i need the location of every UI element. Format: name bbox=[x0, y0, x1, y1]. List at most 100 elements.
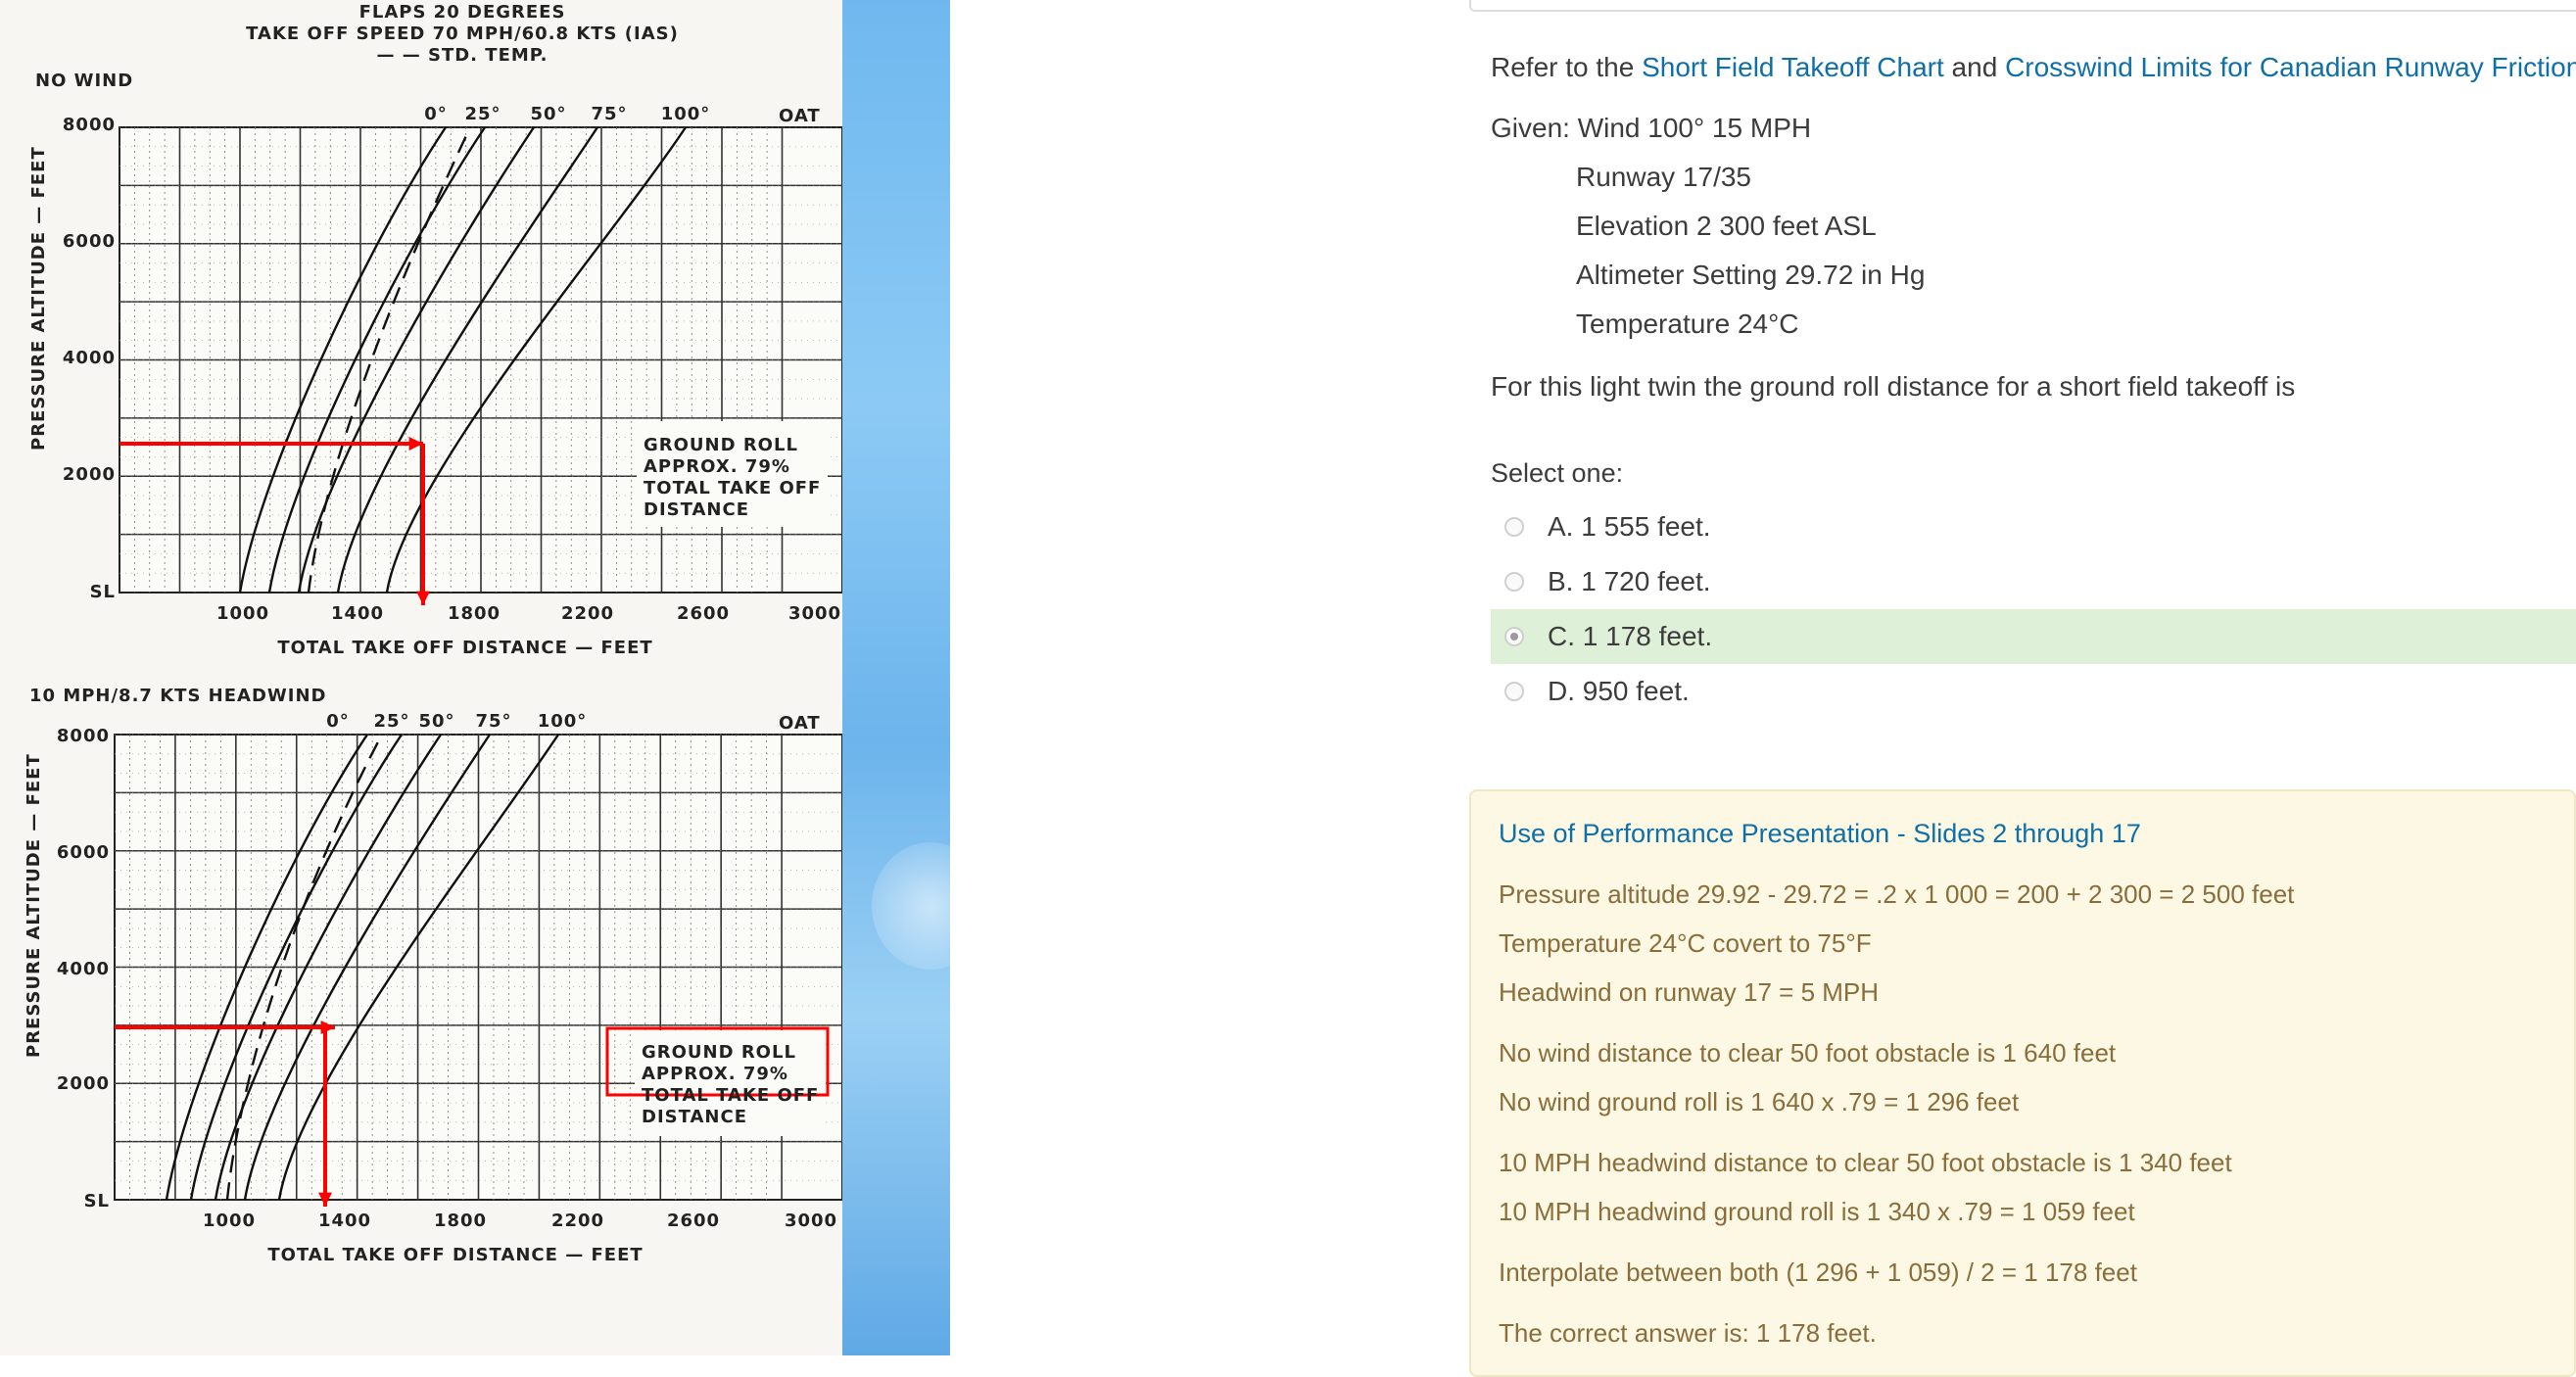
refer-prefix: Refer to the bbox=[1491, 52, 1643, 82]
ground-roll-note: APPROX. 79% bbox=[644, 456, 790, 477]
refer-and: and bbox=[1943, 52, 2006, 82]
bottom-y-axis-label: PRESSURE ALTITUDE — FEET bbox=[24, 753, 44, 1058]
bottom-x-axis-label: TOTAL TAKE OFF DISTANCE — FEET bbox=[267, 1245, 643, 1265]
top-x-axis-label: TOTAL TAKE OFF DISTANCE — FEET bbox=[277, 638, 652, 658]
x-tick-label: 1400 bbox=[331, 603, 384, 624]
ground-roll-note-bg bbox=[637, 421, 828, 527]
ground-roll-note: TOTAL TAKE OFF bbox=[642, 1085, 819, 1106]
x-tick-label: 1800 bbox=[434, 1211, 487, 1231]
x-tick-label: 2200 bbox=[551, 1211, 604, 1231]
oat-tick-label: 50° bbox=[418, 711, 454, 732]
feedback-line: Pressure altitude 29.92 - 29.72 = .2 x 1… bbox=[1499, 879, 2295, 909]
previous-panel-border bbox=[1469, 0, 2576, 12]
red-arrow-head bbox=[318, 1192, 332, 1207]
oat-tick-label: 25° bbox=[464, 104, 501, 124]
quiz-question-panel: Refer to the Short Field Takeoff Chart a… bbox=[1469, 0, 2576, 1377]
given-altimeter: Altimeter Setting 29.72 in Hg bbox=[1576, 260, 1926, 290]
feedback-line: 10 MPH headwind ground roll is 1 340 x .… bbox=[1499, 1197, 2135, 1226]
x-tick-label: 3000 bbox=[788, 603, 841, 624]
oat-label: OAT bbox=[779, 106, 821, 126]
given-wind: Given: Wind 100° 15 MPH bbox=[1491, 113, 1812, 143]
oat-tick-label: 25° bbox=[373, 711, 409, 732]
standard-temperature-line bbox=[225, 734, 384, 1201]
temperature-curve bbox=[189, 734, 403, 1201]
performance-presentation-link[interactable]: Use of Performance Presentation - Slides… bbox=[1499, 819, 2141, 848]
feedback-line: Headwind on runway 17 = 5 MPH bbox=[1499, 977, 1880, 1007]
x-tick-label: 2600 bbox=[667, 1211, 720, 1231]
correct-answer-line: The correct answer is: 1 178 feet. bbox=[1499, 1318, 1877, 1348]
y-tick-label: 4000 bbox=[57, 959, 110, 979]
answer-label-d: D. 950 feet. bbox=[1548, 676, 1690, 706]
red-arrow-head bbox=[416, 591, 430, 605]
feedback-panel: Use of Performance Presentation - Slides… bbox=[1469, 789, 2576, 1377]
crosswind-limits-link[interactable]: Crosswind Limits for Canadian Runway Fri… bbox=[2005, 52, 2576, 82]
feedback-line: No wind ground roll is 1 640 x .79 = 1 2… bbox=[1499, 1087, 2020, 1116]
x-tick-label: 2600 bbox=[677, 603, 730, 624]
y-tick-label: 6000 bbox=[57, 842, 110, 863]
bottom-chart-grid bbox=[114, 734, 842, 1201]
y-tick-label: 8000 bbox=[63, 115, 116, 135]
ground-roll-note: GROUND ROLL bbox=[644, 435, 798, 455]
oat-tick-label: 75° bbox=[475, 711, 511, 732]
answer-label-a: A. 1 555 feet. bbox=[1548, 511, 1711, 542]
feedback-line: 10 MPH headwind distance to clear 50 foo… bbox=[1499, 1148, 2232, 1177]
temperature-curve bbox=[297, 126, 535, 594]
temperature-curve bbox=[336, 126, 598, 594]
chart-header-text: — — STD. TEMP. bbox=[376, 45, 548, 66]
x-tick-label: 1400 bbox=[318, 1211, 371, 1231]
temperature-curves bbox=[165, 126, 687, 1201]
y-tick-label: 4000 bbox=[63, 348, 116, 368]
y-tick-label: 2000 bbox=[57, 1073, 110, 1094]
x-tick-label: 1800 bbox=[448, 603, 501, 624]
ground-roll-note: DISTANCE bbox=[642, 1107, 747, 1127]
ground-roll-note: DISTANCE bbox=[644, 499, 749, 520]
given-temperature: Temperature 24°C bbox=[1576, 309, 1799, 339]
ground-roll-note: GROUND ROLL bbox=[642, 1042, 796, 1063]
performance-chart-image: FLAPS 20 DEGREES TAKE OFF SPEED 70 MPH/60… bbox=[0, 0, 842, 1355]
y-tick-label: 8000 bbox=[57, 726, 110, 746]
given-elevation: Elevation 2 300 feet ASL bbox=[1576, 211, 1877, 241]
y-tick-label: SL bbox=[84, 1191, 110, 1211]
y-tick-label: 2000 bbox=[63, 464, 116, 485]
question-prompt: For this light twin the ground roll dist… bbox=[1491, 371, 2296, 402]
temperature-curve bbox=[214, 734, 442, 1201]
x-tick-label: 3000 bbox=[785, 1211, 837, 1231]
radio-button-b[interactable] bbox=[1504, 572, 1524, 592]
radio-button-c[interactable] bbox=[1504, 627, 1524, 646]
temperature-curve bbox=[238, 126, 447, 594]
y-tick-label: 6000 bbox=[63, 231, 116, 252]
chart-header-text: TAKE OFF SPEED 70 MPH/60.8 KTS (IAS) bbox=[246, 24, 679, 44]
oat-tick-label: 100° bbox=[661, 104, 711, 124]
ground-roll-note-bg bbox=[635, 1030, 826, 1136]
x-tick-label: 1000 bbox=[216, 603, 269, 624]
short-field-takeoff-chart-link[interactable]: Short Field Takeoff Chart bbox=[1642, 52, 1944, 82]
radio-button-d[interactable] bbox=[1504, 682, 1524, 701]
question-text: Refer to the Short Field Takeoff Chart a… bbox=[1491, 43, 2576, 411]
x-tick-label: 2200 bbox=[561, 603, 614, 624]
temperature-curve bbox=[277, 734, 559, 1201]
red-annotation-arrows bbox=[115, 437, 830, 1207]
top-wind-label: NO WIND bbox=[35, 71, 133, 91]
answer-label-c: C. 1 178 feet. bbox=[1548, 621, 1713, 651]
answer-option-a[interactable]: A. 1 555 feet. bbox=[1491, 499, 2576, 554]
ground-roll-note: TOTAL TAKE OFF bbox=[644, 478, 821, 499]
standard-temperature-line bbox=[307, 126, 472, 594]
red-arrow-head bbox=[408, 437, 423, 451]
bottom-wind-label: 10 MPH/8.7 KTS HEADWIND bbox=[29, 686, 326, 706]
temperature-curve bbox=[385, 126, 687, 594]
answer-option-d[interactable]: D. 950 feet. bbox=[1491, 664, 2576, 719]
answer-options: A. 1 555 feet. B. 1 720 feet. C. 1 178 f… bbox=[1491, 499, 2576, 719]
temperature-curve bbox=[267, 126, 486, 594]
x-tick-label: 1000 bbox=[203, 1211, 256, 1231]
answer-option-c[interactable]: C. 1 178 feet. bbox=[1491, 609, 2576, 664]
answer-option-b[interactable]: B. 1 720 feet. bbox=[1491, 554, 2576, 609]
oat-tick-label: 75° bbox=[591, 104, 627, 124]
top-chart-grid bbox=[119, 126, 842, 594]
radio-button-a[interactable] bbox=[1504, 517, 1524, 537]
feedback-line: No wind distance to clear 50 foot obstac… bbox=[1499, 1038, 2117, 1068]
oat-tick-label: 50° bbox=[530, 104, 566, 124]
feedback-line: Interpolate between both (1 296 + 1 059)… bbox=[1499, 1258, 2137, 1287]
given-runway: Runway 17/35 bbox=[1576, 162, 1752, 192]
